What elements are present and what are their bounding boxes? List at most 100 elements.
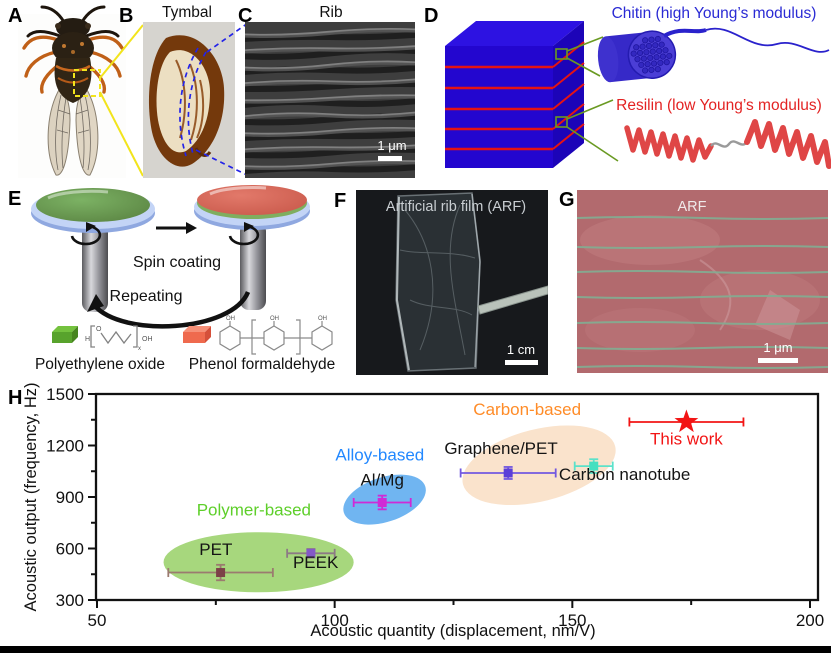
pf-name-label: Phenol formaldehyde xyxy=(189,356,336,373)
x-axis-label: Acoustic quantity (displacement, nm/V) xyxy=(310,622,595,640)
cicada-photo xyxy=(18,5,126,178)
arf-sem-image xyxy=(577,190,828,373)
marker-square xyxy=(216,568,226,578)
y-tick-label-600: 600 xyxy=(56,540,84,559)
peo-cube-icon xyxy=(52,326,78,343)
figure-bottom-rule xyxy=(0,646,831,653)
panel-h-label: H xyxy=(8,387,22,409)
zoom-box-cicada xyxy=(73,69,101,97)
y-tick-label-300: 300 xyxy=(56,591,84,610)
tymbal-membrane xyxy=(156,50,210,153)
ellipse-carbon-based xyxy=(462,425,616,506)
arf-photo-title: Artificial rib film (ARF) xyxy=(386,199,526,215)
rib-sem-image xyxy=(245,22,415,178)
point-al-mg xyxy=(352,494,412,511)
rotation-arrow-left xyxy=(70,224,102,246)
label-peek: PEEK xyxy=(293,553,339,572)
panel-g-label: G xyxy=(559,189,575,211)
pf-structure xyxy=(219,319,333,355)
x-tick-label-150: 150 xyxy=(558,611,586,630)
arf-photo-scalebar-label: 1 cm xyxy=(507,342,535,357)
resilin-coil-left xyxy=(624,125,714,163)
peo-film-disk xyxy=(36,188,150,222)
rotation-arrow-right xyxy=(228,224,260,246)
point-peek xyxy=(286,548,336,559)
connector-line-b-c-bottom xyxy=(195,149,252,178)
repeating-arrow xyxy=(92,290,251,329)
marker-square xyxy=(306,548,316,558)
tymbal-rib-arcs xyxy=(179,47,207,157)
connector-line-a-b-top xyxy=(99,24,144,79)
cicada-head xyxy=(56,18,90,38)
panel-c-title: Rib xyxy=(319,4,342,21)
pf-oh-label-3: OH xyxy=(318,316,327,322)
label-carbon-nanotube: Carbon nanotube xyxy=(559,465,690,484)
resilin-linker xyxy=(710,140,748,148)
point-carbon-nanotube xyxy=(573,458,614,474)
tymbal-structure-schematic: Chitin (high Young’s modulus) Resilin (l… xyxy=(445,5,831,169)
pf-oh-label-2: OH xyxy=(270,316,279,322)
panel-c-label: C xyxy=(238,5,252,27)
chitin-fiber-bundle xyxy=(597,30,677,83)
chitin-molecule-strand xyxy=(705,27,830,53)
spin-coating-schematic: Spin coating Repeating H O x OH xyxy=(31,185,335,373)
group-label-alloy-based: Alloy-based xyxy=(335,445,424,464)
group-label-polymer-based: Polymer-based xyxy=(197,500,311,519)
point-this-work xyxy=(628,409,745,433)
pf-oh-label-1: OH xyxy=(226,316,235,322)
arf-film xyxy=(395,192,481,372)
y-tick-label-900: 900 xyxy=(56,488,84,507)
label-pet: PET xyxy=(199,540,232,559)
cicada-thorax xyxy=(52,32,94,64)
pf-film-disk xyxy=(197,185,307,215)
point-pet xyxy=(167,563,274,582)
peo-subscript: x xyxy=(138,346,141,352)
resilin-callout xyxy=(555,99,619,162)
label-this-work: This work xyxy=(650,430,723,449)
arf-sem-scalebar xyxy=(758,358,798,363)
panel-b-title: Tymbal xyxy=(162,4,212,21)
acoustic-performance-chart: H Polymer-based Alloy-based Carbon-based PE… xyxy=(8,383,824,640)
panel-d-label: D xyxy=(424,5,438,27)
x-tick-label-100: 100 xyxy=(320,611,348,630)
label-graphene-pet: Graphene/PET xyxy=(444,439,557,458)
marker-star xyxy=(674,409,699,433)
resilin-label: Resilin (low Young’s modulus) xyxy=(616,97,822,114)
peo-name-label: Polyethylene oxide xyxy=(35,356,165,373)
repeating-label: Repeating xyxy=(110,288,183,305)
tweezers xyxy=(477,285,548,315)
marker-square xyxy=(503,468,513,478)
tymbal-photo xyxy=(143,22,235,178)
point-graphene-pet xyxy=(459,466,557,480)
group-label-carbon-based: Carbon-based xyxy=(473,400,581,419)
arf-sem-scalebar-label: 1 μm xyxy=(763,340,792,355)
label-al-mg: Al/Mg xyxy=(360,470,403,489)
arf-sem-title: ARF xyxy=(678,199,707,215)
arf-photo xyxy=(356,190,548,375)
peo-h-label: H xyxy=(85,336,90,343)
ellipse-polymer-based xyxy=(163,532,354,593)
peo-structure xyxy=(90,325,138,348)
connector-line-a-b-bottom xyxy=(99,91,144,177)
panel-a-label: A xyxy=(8,5,22,27)
panel-f-label: F xyxy=(334,190,346,212)
arf-photo-scalebar xyxy=(505,360,538,365)
resilin-coil-right xyxy=(744,119,831,169)
y-axis-label: Acoustic output (frequency, Hz) xyxy=(22,383,40,612)
rib-scalebar-label: 1 μm xyxy=(377,138,406,153)
panel-b-label: B xyxy=(119,5,133,27)
peo-interlayers xyxy=(577,216,828,369)
marker-square xyxy=(589,461,599,471)
marker-square xyxy=(377,497,387,507)
panels-a-to-g: 1 μm xyxy=(8,4,831,375)
peo-o-label: O xyxy=(96,326,102,333)
peo-oh-label: OH xyxy=(142,336,153,343)
y-tick-label-1200: 1200 xyxy=(46,437,84,456)
resilin-layers xyxy=(445,65,553,151)
panel-e-label: E xyxy=(8,188,21,210)
spin-coating-label: Spin coating xyxy=(133,254,221,271)
x-tick-label-50: 50 xyxy=(88,611,107,630)
pf-cube-icon xyxy=(183,326,211,343)
y-tick-label-1500: 1500 xyxy=(46,385,84,404)
